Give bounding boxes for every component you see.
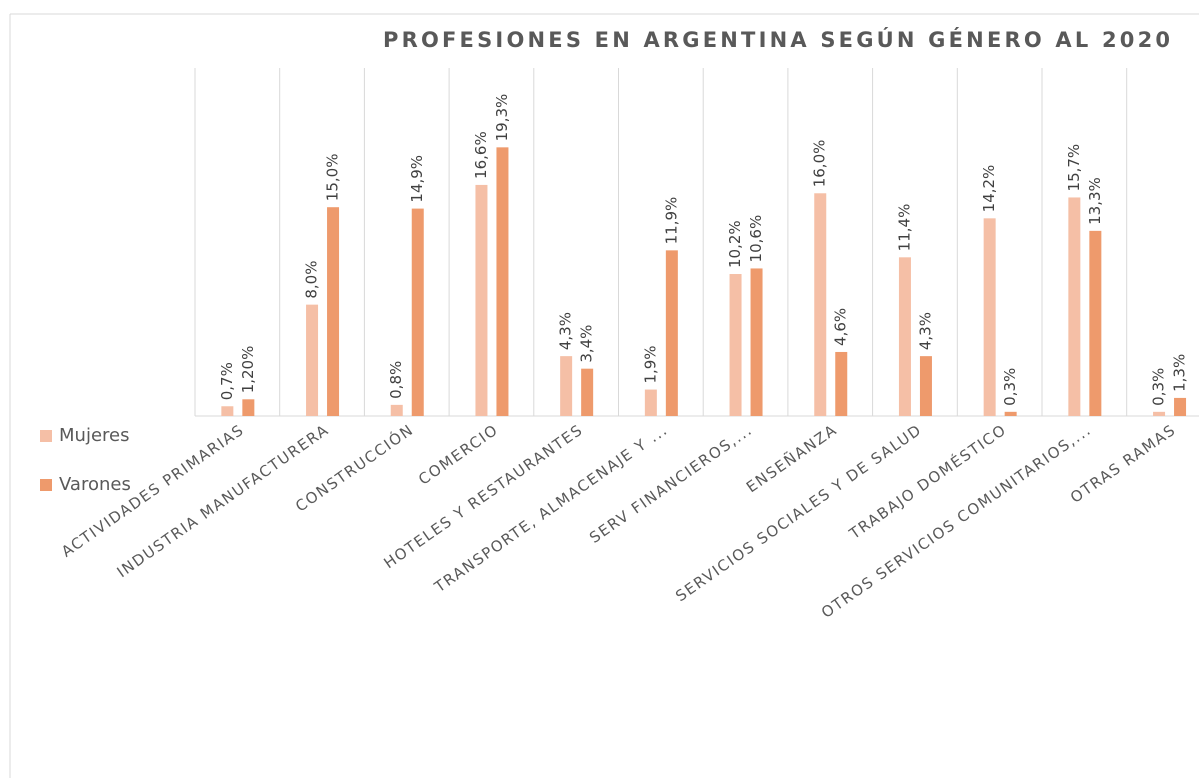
data-label: 10,6% xyxy=(747,215,765,263)
bar xyxy=(750,268,763,416)
data-label: 0,3% xyxy=(1001,368,1019,406)
bar xyxy=(898,257,911,416)
data-label: 8,0% xyxy=(303,261,321,299)
data-label: 1,9% xyxy=(641,345,659,383)
data-label: 0,8% xyxy=(387,361,405,399)
data-label: 4,3% xyxy=(557,312,575,350)
x-tick-label: TRABAJO DOMÉSTICO xyxy=(845,420,1010,544)
data-label: 16,6% xyxy=(472,131,490,179)
bar xyxy=(983,218,996,416)
bar xyxy=(835,351,848,416)
data-label: 1,3% xyxy=(1171,354,1189,392)
legend-swatch xyxy=(40,430,52,442)
data-label: 10,2% xyxy=(726,220,744,268)
bar xyxy=(814,193,827,416)
data-label: 14,9% xyxy=(408,155,426,203)
data-label: 0,7% xyxy=(218,362,236,400)
data-label: 3,4% xyxy=(578,325,596,363)
bar xyxy=(327,207,340,416)
bar xyxy=(581,368,594,416)
data-label: 4,6% xyxy=(832,308,850,346)
bar xyxy=(306,304,319,416)
bar xyxy=(1068,197,1081,416)
legend-swatch xyxy=(40,479,52,491)
bar xyxy=(496,147,509,416)
legend-label: Mujeres xyxy=(59,425,129,446)
bar xyxy=(1174,397,1187,416)
data-label: 15,7% xyxy=(1065,144,1083,192)
x-tick-label: SERV FINANCIEROS,... xyxy=(586,421,756,547)
data-label: 13,3% xyxy=(1086,177,1104,225)
bar xyxy=(1004,411,1017,416)
bar xyxy=(221,406,234,416)
data-label: 1,20% xyxy=(239,346,257,394)
x-tick-label: COMERCIO xyxy=(415,421,502,489)
bar xyxy=(390,404,403,416)
bar xyxy=(644,389,657,416)
data-label: 0,3% xyxy=(1150,368,1168,406)
bar xyxy=(242,399,255,416)
data-label: 15,0% xyxy=(324,154,342,202)
bar xyxy=(1153,411,1166,416)
bar xyxy=(665,250,678,416)
data-label: 11,4% xyxy=(895,204,913,252)
data-label: 11,9% xyxy=(662,197,680,245)
bar xyxy=(1089,230,1102,416)
data-label: 16,0% xyxy=(811,140,829,188)
bar xyxy=(729,274,742,416)
bar xyxy=(560,356,573,416)
bar xyxy=(475,184,488,416)
data-label: 14,2% xyxy=(980,165,998,213)
legend-label: Varones xyxy=(59,474,131,495)
chart-title: PROFESIONES EN ARGENTINA SEGÚN GÉNERO AL… xyxy=(383,27,1173,52)
data-label: 19,3% xyxy=(493,94,511,142)
data-label: 4,3% xyxy=(916,312,934,350)
bar xyxy=(411,208,424,416)
bar xyxy=(919,356,932,416)
